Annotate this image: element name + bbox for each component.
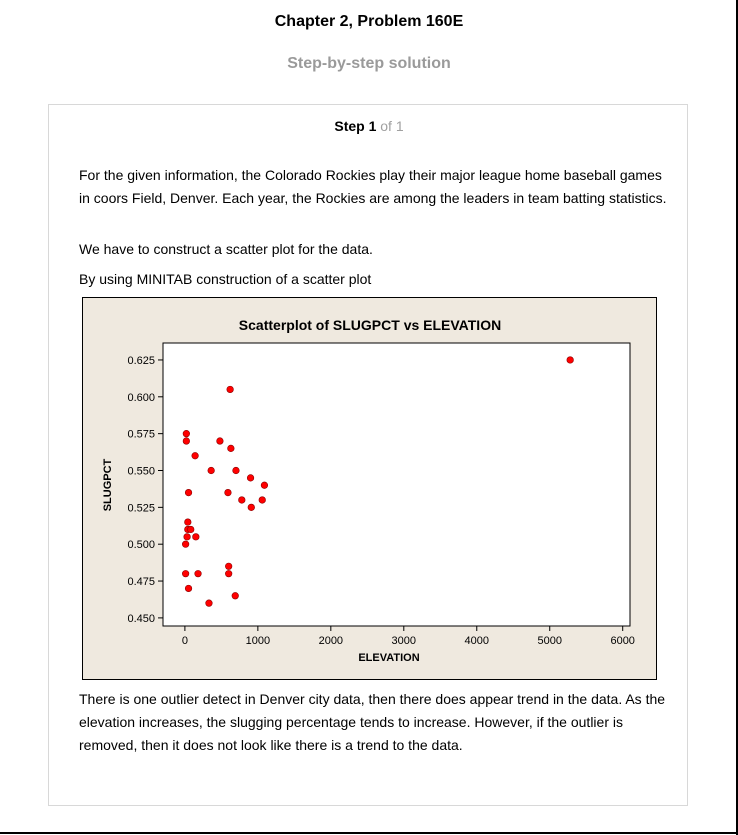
data-point (194, 570, 202, 578)
x-tick-label: 1000 (246, 635, 270, 647)
y-tick-label: 0.600 (127, 392, 155, 404)
data-point (187, 525, 195, 534)
data-point (191, 452, 199, 460)
y-axis: 0.450 0.475 0.500 0.525 0.550 0.575 0.600 0.625 (127, 355, 163, 625)
data-point (182, 430, 190, 438)
y-tick-label: 0.625 (127, 355, 155, 367)
step-label: Step 1 (334, 118, 377, 134)
data-point (205, 599, 213, 607)
method-paragraph: By using MINITAB construction of a scatt… (79, 271, 372, 287)
y-tick-label: 0.475 (127, 576, 155, 588)
data-point (224, 489, 232, 497)
data-point (258, 496, 266, 504)
x-tick-label: 5000 (537, 635, 561, 647)
scatterplot-svg: Scatterplot of SLUGPCT vs ELEVATION 0.45… (102, 317, 635, 664)
x-tick-label: 2000 (319, 635, 343, 647)
y-tick-label: 0.525 (127, 502, 155, 514)
solution-card (48, 104, 688, 806)
y-tick-label: 0.500 (127, 539, 155, 551)
x-tick-label: 3000 (392, 635, 416, 647)
data-point (246, 474, 255, 482)
x-tick-label: 6000 (610, 635, 634, 647)
y-tick-label: 0.450 (127, 613, 155, 625)
x-axis-label: ELEVATION (358, 652, 419, 664)
data-point (207, 466, 215, 475)
step-count: of 1 (380, 118, 404, 134)
intro-paragraph: For the given information, the Colorado … (79, 167, 667, 206)
data-point (182, 570, 190, 578)
data-point (225, 570, 233, 578)
task-paragraph: We have to construct a scatter plot for … (79, 241, 373, 257)
data-point (247, 503, 255, 511)
data-point (184, 489, 193, 497)
y-tick-label: 0.575 (127, 429, 155, 441)
data-point (183, 533, 191, 541)
frame-border-bottom (0, 832, 738, 834)
data-point (260, 481, 269, 489)
conclusion-paragraph: There is one outlier detect in Denver ci… (79, 691, 666, 753)
step-header: Step 1 of 1 (0, 117, 738, 135)
data-point (227, 444, 235, 452)
data-point (566, 356, 574, 364)
x-tick-label: 0 (182, 635, 188, 647)
x-axis: 0 1000 2000 3000 4000 5000 6000 (182, 626, 635, 647)
solution-subtitle: Step-by-step solution (287, 55, 451, 72)
data-point (184, 584, 193, 593)
plot-area (162, 342, 631, 627)
chart-title: Scatterplot of SLUGPCT vs ELEVATION (239, 317, 501, 333)
data-point (182, 540, 190, 548)
page-title: Chapter 2, Problem 160E (274, 13, 464, 30)
frame-border-right (736, 0, 738, 835)
data-point (231, 592, 239, 600)
data-point (232, 466, 240, 475)
data-point (182, 437, 190, 445)
data-point (238, 496, 246, 504)
data-point (225, 562, 233, 570)
y-tick-label: 0.550 (127, 465, 155, 477)
y-axis-label: SLUGPCT (102, 458, 114, 511)
data-point (216, 437, 224, 445)
data-point (192, 533, 200, 541)
data-points (182, 356, 574, 607)
scatterplot-figure: Scatterplot of SLUGPCT vs ELEVATION 0.45… (82, 297, 657, 680)
data-point (226, 385, 234, 394)
data-point (184, 518, 192, 526)
x-tick-label: 4000 (465, 635, 489, 647)
